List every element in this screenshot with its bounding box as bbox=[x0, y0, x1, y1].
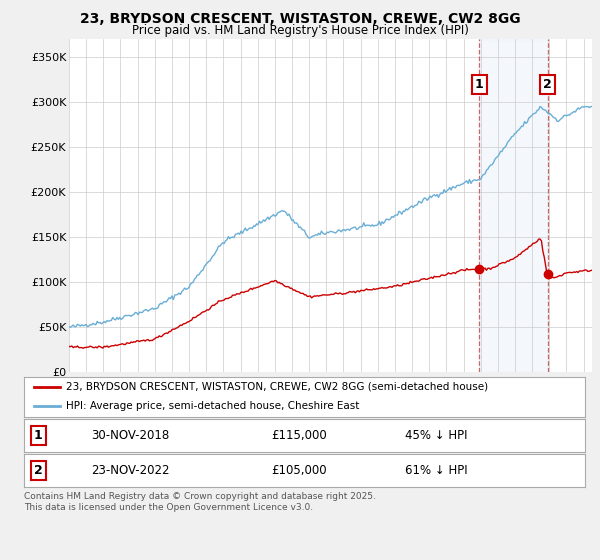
Text: 45% ↓ HPI: 45% ↓ HPI bbox=[406, 429, 468, 442]
Text: 2: 2 bbox=[34, 464, 43, 477]
Text: Contains HM Land Registry data © Crown copyright and database right 2025.
This d: Contains HM Land Registry data © Crown c… bbox=[24, 492, 376, 512]
Text: 23, BRYDSON CRESCENT, WISTASTON, CREWE, CW2 8GG (semi-detached house): 23, BRYDSON CRESCENT, WISTASTON, CREWE, … bbox=[66, 382, 488, 392]
Text: £105,000: £105,000 bbox=[271, 464, 326, 477]
Text: Price paid vs. HM Land Registry's House Price Index (HPI): Price paid vs. HM Land Registry's House … bbox=[131, 24, 469, 36]
Text: 23-NOV-2022: 23-NOV-2022 bbox=[91, 464, 170, 477]
Text: 30-NOV-2018: 30-NOV-2018 bbox=[91, 429, 170, 442]
Text: £115,000: £115,000 bbox=[271, 429, 326, 442]
Text: 23, BRYDSON CRESCENT, WISTASTON, CREWE, CW2 8GG: 23, BRYDSON CRESCENT, WISTASTON, CREWE, … bbox=[80, 12, 520, 26]
Text: 1: 1 bbox=[34, 429, 43, 442]
Text: 2: 2 bbox=[543, 78, 552, 91]
Text: HPI: Average price, semi-detached house, Cheshire East: HPI: Average price, semi-detached house,… bbox=[66, 401, 359, 411]
Bar bbox=[479, 39, 548, 372]
Text: 1: 1 bbox=[475, 78, 484, 91]
Text: 61% ↓ HPI: 61% ↓ HPI bbox=[406, 464, 468, 477]
